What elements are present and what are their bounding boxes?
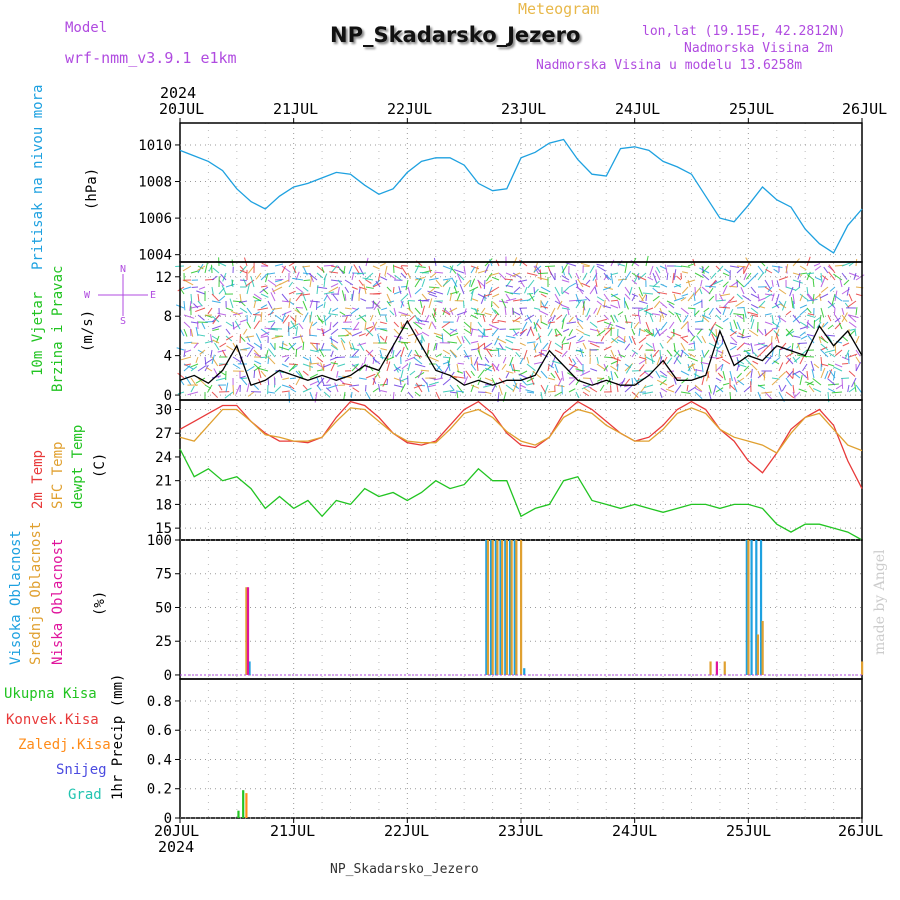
bar-visoka-oblacnost	[513, 540, 516, 675]
temperature-tick-label: 15	[155, 521, 172, 537]
bar-visoka-oblacnost	[248, 661, 251, 675]
wind-tick-label: 0	[164, 388, 172, 404]
cloud-tick-label: 75	[155, 567, 172, 583]
compass-cross	[98, 274, 148, 316]
bar-srednja-oblacnost	[723, 661, 726, 675]
time-bottom-4: 24JUL	[612, 822, 658, 840]
time-top-3: 23JUL	[501, 100, 547, 118]
cloud-tick-label: 100	[147, 533, 172, 549]
wind-tick-label: 4	[164, 349, 172, 365]
compass-s: S	[120, 316, 127, 327]
time-bottom-0: 20JUL	[154, 822, 200, 840]
lonlat: lon,lat (19.15E, 42.2812N)	[642, 24, 846, 39]
bar-ukupna-kisa	[237, 810, 240, 818]
bar-srednja-oblacnost	[520, 540, 523, 675]
cloud-tick-label: 0	[164, 668, 172, 684]
bar-srednja-oblacnost	[756, 634, 760, 675]
model-elevation: Nadmorska Visina u modelu 13.6258m	[536, 58, 803, 73]
wind-direction-arrows	[175, 255, 865, 403]
bar-visoka-oblacnost	[750, 540, 753, 675]
legend-frozen-precip: Zaledj.Kisa	[18, 737, 111, 753]
bar-visoka-oblacnost	[508, 540, 512, 675]
time-bottom-2: 22JUL	[384, 822, 430, 840]
compass-e: E	[150, 290, 157, 301]
bar-visoka-oblacnost	[745, 540, 748, 675]
bar-srednja-oblacnost	[486, 540, 490, 675]
bar-srednja-oblacnost	[861, 661, 864, 675]
bar-srednja-oblacnost	[491, 540, 494, 675]
precip-tick-label: 0.4	[147, 752, 172, 768]
time-top-4: 24JUL	[615, 100, 661, 118]
bar-srednja-oblacnost	[510, 540, 513, 675]
bar-visoka-oblacnost	[494, 540, 497, 675]
temperature-tick-label: 21	[155, 474, 172, 490]
pressure-tick-label: 1008	[138, 175, 172, 191]
legend-graupel: Grad	[68, 787, 102, 803]
series-dewpt-temp	[179, 448, 863, 541]
bar-ukupna-kisa	[242, 790, 245, 818]
series-sfc-temp	[179, 407, 863, 454]
bar-srednja-oblacnost	[245, 587, 248, 675]
temperature-tick-label: 18	[155, 497, 172, 513]
cloud-tick-label: 50	[155, 600, 172, 616]
series-2m-temp	[179, 400, 863, 489]
bar-visoka-oblacnost	[523, 668, 526, 675]
time-bottom-5: 25JUL	[726, 822, 772, 840]
meteogram-label: Meteogram	[518, 0, 600, 18]
bar-srednja-oblacnost	[747, 540, 750, 675]
compass-w: W	[84, 290, 91, 301]
bar-srednja-oblacnost	[496, 540, 499, 675]
time-top-2: 22JUL	[387, 100, 433, 118]
pressure-tick-label: 1010	[138, 138, 172, 154]
cloud-tick-label: 25	[155, 634, 172, 650]
pressure-tick-label: 1004	[138, 248, 172, 264]
temperature-tick-label: 30	[155, 402, 172, 418]
precip-tick-label: 0	[164, 811, 172, 827]
time-bottom-1: 21JUL	[270, 822, 316, 840]
time-bottom-3: 23JUL	[498, 822, 544, 840]
time-top-5: 25JUL	[729, 100, 775, 118]
series-pritisak-na-nivou-mora	[179, 138, 863, 254]
bar-niska-oblacnost	[246, 587, 250, 675]
year-bottom: 2024	[158, 838, 195, 856]
bar-niska-oblacnost	[715, 661, 718, 675]
time-bottom-6: 26JUL	[838, 822, 884, 840]
model-name: wrf-nmm_v3.9.1 e1km	[65, 49, 237, 67]
series-10m-vjetar	[179, 319, 863, 387]
time-top-0: 20JUL	[159, 100, 205, 118]
bar-srednja-oblacnost	[501, 540, 504, 675]
bar-visoka-oblacnost	[485, 540, 488, 675]
time-top-6: 26JUL	[842, 100, 888, 118]
bar-visoka-oblacnost	[504, 540, 507, 675]
bar-visoka-oblacnost	[489, 540, 493, 675]
bar-srednja-oblacnost	[515, 540, 518, 675]
pressure-tick-label: 1006	[138, 211, 172, 227]
bar-visoka-oblacnost	[759, 540, 763, 675]
model-label: Model	[65, 20, 108, 36]
precip-tick-label: 0.2	[147, 782, 172, 798]
precip-tick-label: 0.8	[147, 694, 172, 710]
page-title: NP_Skadarsko_Jezero	[330, 23, 581, 47]
year-top: 2024	[160, 84, 197, 102]
compass-n: N	[120, 264, 127, 275]
bar-visoka-oblacnost	[499, 540, 502, 675]
time-top-1: 21JUL	[273, 100, 319, 118]
bar-srednja-oblacnost	[505, 540, 508, 675]
legend-snow: Snijeg	[56, 762, 107, 778]
elevation: Nadmorska Visina 2m	[684, 41, 833, 56]
footer-station: NP_Skadarsko_Jezero	[330, 862, 479, 877]
legend-total-precip: Ukupna Kisa	[4, 686, 97, 702]
wind-tick-label: 12	[155, 270, 172, 286]
wind-compass: N W E S	[84, 264, 162, 334]
bar-srednja-oblacnost	[709, 661, 712, 675]
bar-visoka-oblacnost	[755, 540, 758, 675]
wind-tick-label: 8	[164, 309, 172, 325]
legend-conv-precip: Konvek.Kisa	[6, 712, 99, 728]
bar-srednja-oblacnost	[761, 620, 764, 675]
temperature-tick-label: 27	[155, 426, 172, 442]
precip-tick-label: 0.6	[147, 723, 172, 739]
temperature-tick-label: 24	[155, 450, 172, 466]
bar-zaledj-kisa	[245, 793, 248, 818]
